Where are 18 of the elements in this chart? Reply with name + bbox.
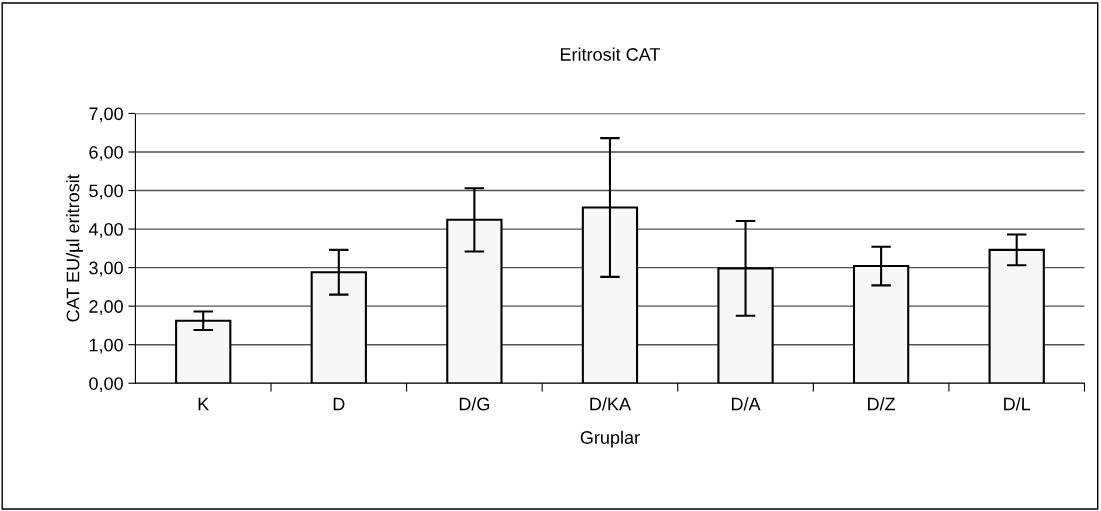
x-tick-label: D/KA bbox=[590, 397, 631, 411]
y-tick-label: 6,00 bbox=[89, 145, 123, 161]
y-tick-label: 0,00 bbox=[89, 377, 123, 393]
x-tick-label: D/L bbox=[1004, 397, 1031, 411]
y-tick-label: 2,00 bbox=[89, 300, 123, 316]
y-tick-label: 1,00 bbox=[89, 338, 123, 354]
y-axis-title: CAT EU/µl eritrosit bbox=[66, 174, 83, 322]
x-axis-title: Gruplar bbox=[580, 430, 640, 448]
x-tick-label: D/A bbox=[731, 397, 761, 411]
chart-title: Eritrosit CAT bbox=[560, 47, 661, 61]
x-tick-label: D/G bbox=[459, 397, 490, 411]
y-tick-label: 4,00 bbox=[88, 223, 123, 238]
y-tick-label: 5,00 bbox=[89, 184, 123, 200]
y-tick-label: 7,00 bbox=[89, 107, 123, 123]
x-tick-label: D bbox=[333, 397, 345, 411]
y-tick-label: 3,00 bbox=[89, 261, 123, 277]
x-tick-label: D/Z bbox=[868, 397, 896, 411]
x-tick-label: K bbox=[198, 397, 210, 411]
